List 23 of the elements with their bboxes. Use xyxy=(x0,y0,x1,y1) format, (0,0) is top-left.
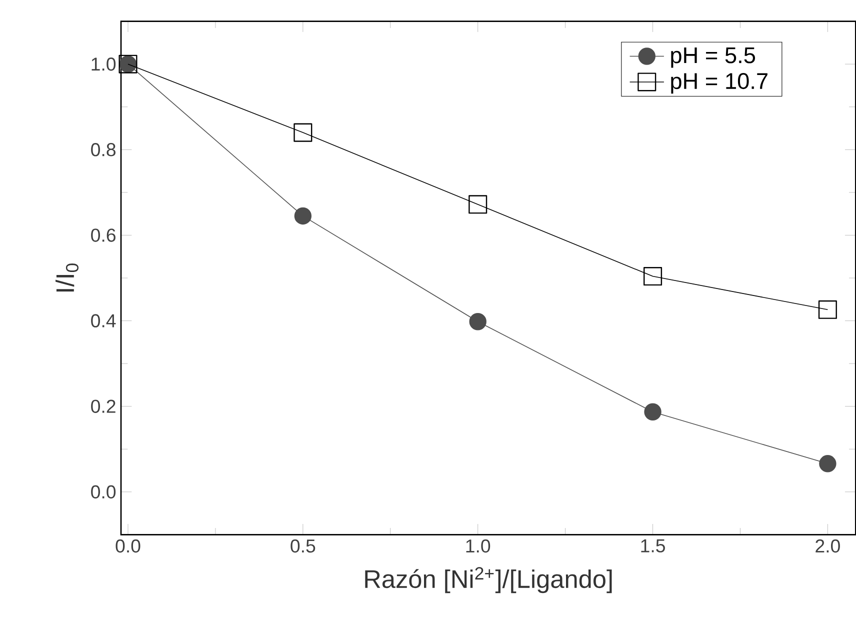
x-tick-label: 2.0 xyxy=(816,539,840,553)
legend-label: pH = 10.7 xyxy=(671,73,768,94)
point xyxy=(819,455,836,472)
legend-label: pH = 5.5 xyxy=(671,47,756,68)
point xyxy=(294,123,312,142)
y-tick-label: 0.0 xyxy=(91,485,116,498)
x-tick-label: 0.5 xyxy=(290,539,316,553)
point xyxy=(644,403,662,420)
y-tick-label: 0.8 xyxy=(91,143,116,156)
y-tick-label: 1.0 xyxy=(92,57,116,71)
point xyxy=(818,300,837,319)
x-tick-label: 1.5 xyxy=(641,539,665,552)
y-tick-label: 0.4 xyxy=(91,314,116,328)
point xyxy=(468,195,488,214)
y-tick-label: 0.6 xyxy=(91,228,116,242)
x-axis-title: Razón [Ni$^{2+}$]/[Ligando] xyxy=(365,567,612,594)
x-tick-label: 1.0 xyxy=(466,539,490,553)
point xyxy=(294,207,312,225)
y-tick-label: 0.2 xyxy=(91,400,116,413)
y-axis-title: I/I$_{0}$ xyxy=(56,264,79,292)
x-tick-label: 0.0 xyxy=(116,539,140,553)
point xyxy=(469,313,486,330)
point xyxy=(644,267,662,286)
